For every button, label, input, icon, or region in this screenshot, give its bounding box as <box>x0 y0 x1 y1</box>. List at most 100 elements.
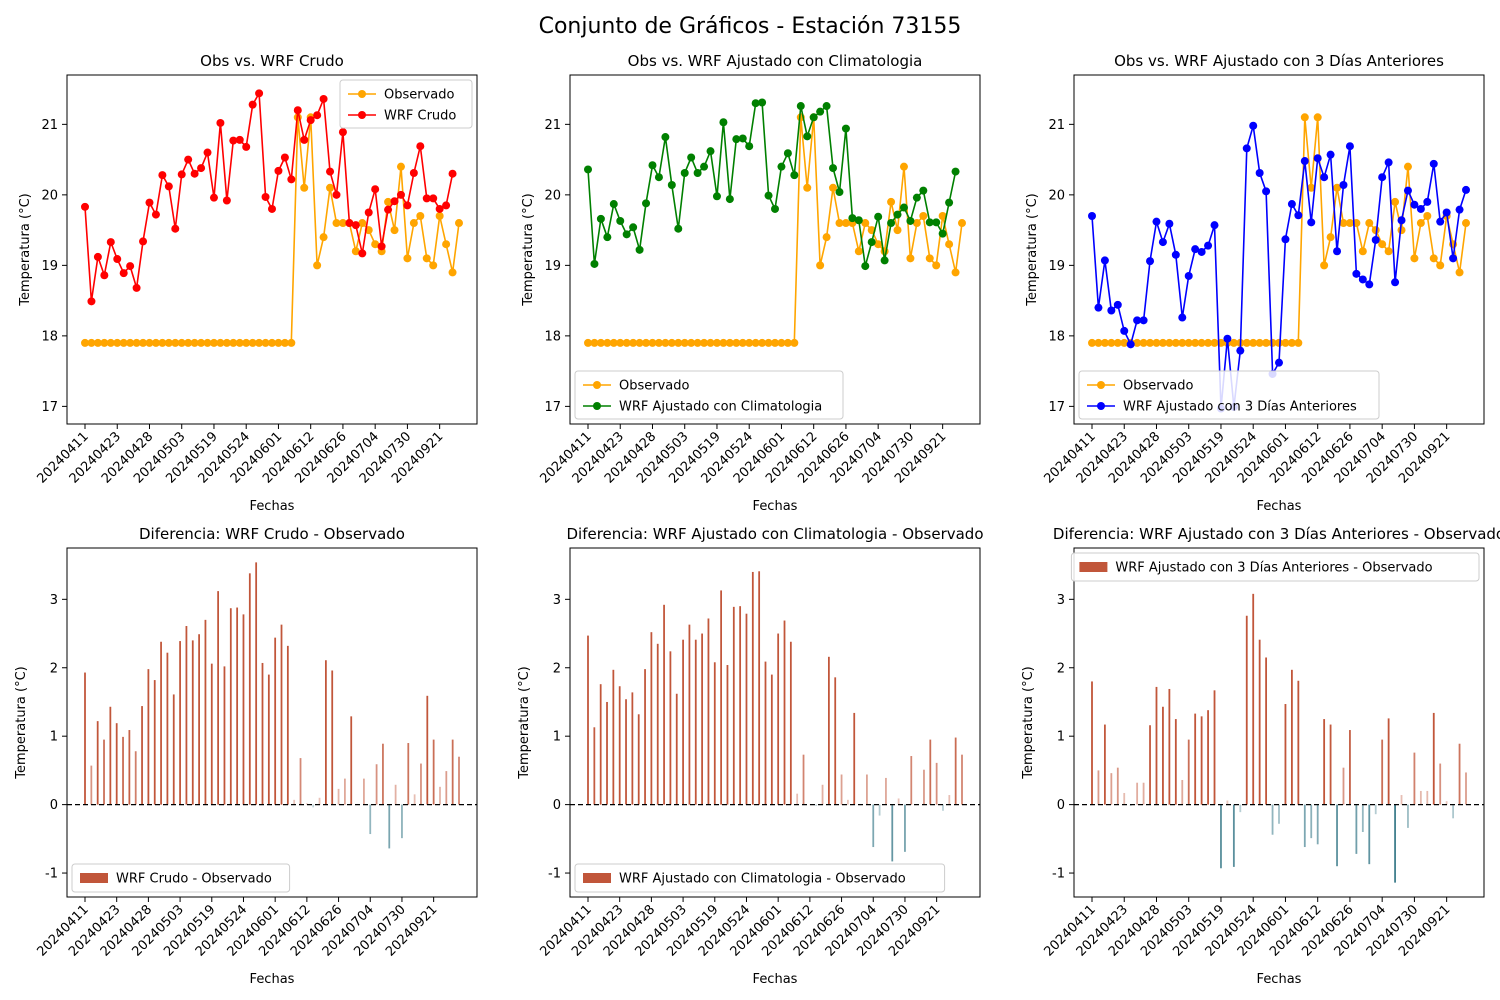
panel-1-series-1-point <box>384 197 393 206</box>
panel-2-series-2-point <box>738 134 747 143</box>
panel-2-series-2-point <box>596 214 605 223</box>
panel-2-legend-label-1: Observado <box>619 379 690 394</box>
panel-1-ylabel: Temperatura (°C) <box>18 193 33 306</box>
panel-3-series-2-point <box>1242 144 1251 153</box>
panel-6-bar <box>1290 669 1293 805</box>
panel-6-bar <box>1142 782 1145 805</box>
panel-5-bar <box>929 739 932 805</box>
panel-1-series-2-point <box>209 193 218 202</box>
panel-3-series-2-point <box>1333 247 1342 256</box>
panel-3-series-2-point <box>1120 326 1129 335</box>
panel-1-series-1-point <box>455 219 463 228</box>
panel-4-bar <box>394 784 397 805</box>
panel-1-ytick-label: 21 <box>41 118 58 133</box>
panel-1-legend-label-2: WRF Crudo <box>384 109 456 124</box>
panel-4-bar <box>261 662 264 805</box>
panel-2-series-2-point <box>899 203 908 212</box>
panel-2-legend-marker-2 <box>593 402 601 410</box>
panel-5-bar <box>923 769 925 805</box>
panel-2-series-1-point <box>603 338 612 347</box>
panel-2-series-2-point <box>648 161 657 170</box>
panel-2-series-2-point <box>874 212 883 221</box>
panel-3-ytick-label: 21 <box>1048 118 1065 133</box>
panel-1-series-2-point <box>435 204 444 213</box>
panel-5-title: Diferencia: WRF Ajustado con Climatologi… <box>566 525 983 543</box>
panel-3-ytick-label: 18 <box>1048 329 1065 344</box>
panel-2-series-2-point <box>642 199 651 208</box>
panel-5-bar <box>599 684 602 805</box>
panel-6-bar <box>1445 801 1448 805</box>
panel-2-series-2-point <box>848 214 857 223</box>
panel-1-series-1-point <box>319 233 328 242</box>
panel-6-bar <box>1149 725 1151 805</box>
panel-2-series-1-point <box>874 240 883 249</box>
panel-1-series-1-point <box>287 338 296 347</box>
panel-3-series-1-point <box>1429 254 1438 263</box>
panel-3-series-1-point <box>1133 338 1142 347</box>
panel-3-series-2-point <box>1320 173 1329 182</box>
panel-3-series-2-point <box>1126 340 1135 349</box>
panel-6-bar <box>1355 804 1358 854</box>
panel-2-series-2-point <box>951 167 960 176</box>
panel-2-series-2-point <box>654 173 663 182</box>
panel-5-bar <box>935 762 938 805</box>
panel-1-series-2-point <box>319 94 328 103</box>
panel-1-series-1-point <box>351 247 360 256</box>
panel-2-series-2-point <box>751 99 760 108</box>
panel-2-series-1-point <box>584 338 592 347</box>
panel-2-series-2-point <box>584 165 592 174</box>
panel-1-series-1-point <box>358 219 367 228</box>
panel-6-bar <box>1400 795 1403 805</box>
panel-5-bar <box>885 777 887 805</box>
panel-4-bar <box>198 634 200 805</box>
panel-1-series-1-point <box>332 219 341 228</box>
panel-2-series-2-point <box>854 216 863 225</box>
panel-4-bar <box>324 660 327 805</box>
panel-2-series-1-point <box>958 219 966 228</box>
panel-5-legend-label: WRF Ajustado con Climatologia - Observad… <box>619 872 906 887</box>
panel-4-bar <box>153 680 156 805</box>
panel-1-series-1-point <box>409 219 418 228</box>
panel-2-series-2-point <box>822 102 831 111</box>
panel-2-series-1-point <box>648 338 657 347</box>
panel-6-bar <box>1194 713 1197 805</box>
panel-1-series-2-point <box>190 169 199 178</box>
panel-3-series-1-point <box>1100 338 1109 347</box>
panel-3-series-1-point <box>1423 212 1432 221</box>
panel-1-series-2-point <box>145 198 154 207</box>
panel-3-series-2-point <box>1352 269 1361 278</box>
panel-1-series-2-point <box>229 136 238 145</box>
panel-3-series-1-point <box>1436 261 1445 270</box>
panel-2-series-2-point <box>925 218 934 227</box>
panel-2-series-2-point <box>893 210 902 219</box>
panel-3-series-1-point <box>1204 338 1213 347</box>
panel-2-series-2-point <box>764 191 773 200</box>
panel-1-series-1-point <box>106 338 115 347</box>
panel-1-series-2-point <box>93 252 102 261</box>
panel-3-xlabel: Fechas <box>1257 499 1302 514</box>
panel-2-series-2-point <box>887 219 896 228</box>
panel-2-series-1-point <box>822 233 831 242</box>
panel-4-axes-frame <box>66 547 478 898</box>
panel-2-ytick-label: 21 <box>544 118 561 133</box>
panel-2-series-2-point <box>719 118 728 127</box>
panel-6-bar <box>1129 804 1132 806</box>
panel-1-series-1-point <box>242 338 251 347</box>
panel-2-series-2-point <box>790 171 799 180</box>
panel-6-bar <box>1374 804 1377 815</box>
panel-5-bar <box>764 661 767 805</box>
panel-3-title: Obs vs. WRF Ajustado con 3 Días Anterior… <box>1114 52 1444 70</box>
panel-3-series-1-point <box>1320 261 1329 270</box>
panel-5-bar <box>650 632 653 805</box>
panel-2-ytick-label: 18 <box>544 329 561 344</box>
panel-3-legend-label-1: Observado <box>1123 379 1194 394</box>
panel-6-bar <box>1381 739 1384 805</box>
panel-1-series-1-point <box>164 338 173 347</box>
panel-3-series-2-point <box>1436 217 1445 226</box>
panel-1-series-2-point <box>384 205 393 214</box>
panel-4-bar <box>375 764 378 805</box>
panel-6-bar <box>1123 792 1126 805</box>
panel-2-series-1-point <box>622 338 631 347</box>
panel-5-ylabel: Temperatura (°C) <box>517 666 532 779</box>
